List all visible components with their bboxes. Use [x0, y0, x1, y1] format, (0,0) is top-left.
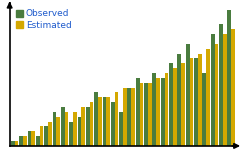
- Bar: [173, 68, 177, 146]
- Bar: [186, 44, 189, 146]
- Bar: [181, 63, 185, 146]
- Bar: [202, 73, 206, 146]
- Bar: [119, 112, 123, 146]
- Bar: [177, 54, 181, 146]
- Bar: [114, 92, 118, 146]
- Bar: [136, 78, 140, 146]
- Bar: [169, 63, 173, 146]
- Bar: [214, 44, 218, 146]
- Bar: [11, 141, 15, 146]
- Bar: [165, 73, 168, 146]
- Bar: [198, 54, 202, 146]
- Bar: [131, 88, 135, 146]
- Bar: [189, 58, 193, 146]
- Bar: [231, 29, 235, 146]
- Bar: [156, 78, 160, 146]
- Bar: [123, 88, 127, 146]
- Bar: [219, 24, 223, 146]
- Bar: [31, 131, 35, 146]
- Bar: [140, 83, 143, 146]
- Bar: [73, 112, 77, 146]
- Bar: [161, 78, 165, 146]
- Bar: [56, 117, 60, 146]
- Bar: [144, 83, 148, 146]
- Bar: [78, 117, 81, 146]
- Bar: [98, 97, 102, 146]
- Bar: [36, 136, 40, 146]
- Bar: [27, 131, 31, 146]
- Legend: Observed, Estimated: Observed, Estimated: [14, 8, 74, 31]
- Bar: [106, 97, 110, 146]
- Bar: [127, 88, 131, 146]
- Bar: [86, 107, 90, 146]
- Bar: [223, 34, 227, 146]
- Bar: [23, 136, 27, 146]
- Bar: [44, 126, 48, 146]
- Bar: [111, 102, 114, 146]
- Bar: [94, 92, 98, 146]
- Bar: [206, 49, 210, 146]
- Bar: [81, 107, 85, 146]
- Bar: [65, 112, 68, 146]
- Bar: [90, 102, 93, 146]
- Bar: [61, 107, 65, 146]
- Bar: [228, 10, 231, 146]
- Bar: [211, 34, 214, 146]
- Bar: [148, 83, 152, 146]
- Bar: [53, 112, 56, 146]
- Bar: [153, 73, 156, 146]
- Bar: [194, 58, 198, 146]
- Bar: [15, 141, 18, 146]
- Bar: [69, 122, 73, 146]
- Bar: [40, 126, 43, 146]
- Bar: [19, 136, 23, 146]
- Bar: [48, 122, 52, 146]
- Bar: [102, 97, 106, 146]
